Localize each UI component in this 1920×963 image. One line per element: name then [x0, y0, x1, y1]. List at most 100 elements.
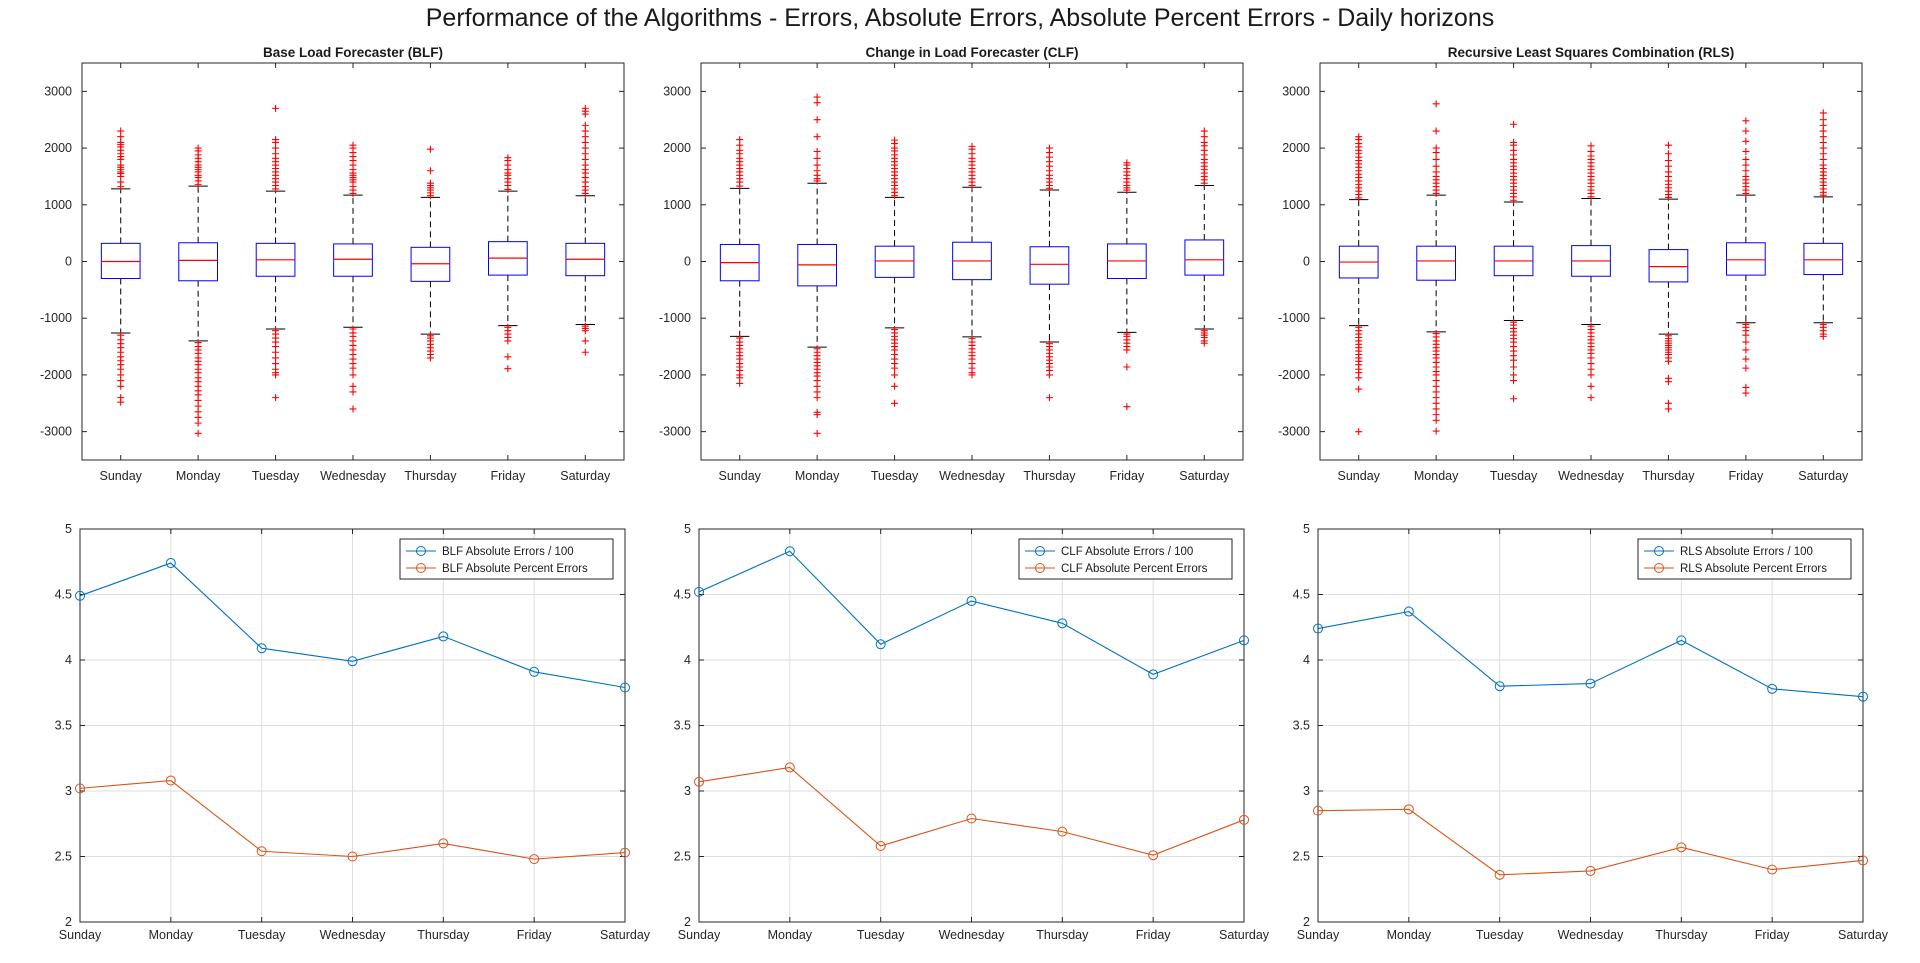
- data-point: [529, 666, 540, 677]
- x-tick-label: Monday: [1387, 928, 1432, 942]
- boxplot-0: Base Load Forecaster (BLF) -3000 -2000 -100…: [40, 45, 625, 483]
- plot-title: Recursive Least Squares Combination (RLS…: [1448, 45, 1735, 60]
- outlier-marker: [1742, 155, 1750, 163]
- outlier-marker: [1123, 159, 1131, 167]
- outlier-marker: [581, 348, 589, 356]
- y-tick-label: -3000: [40, 425, 72, 439]
- outlier-marker: [194, 144, 202, 152]
- outlier-marker: [272, 371, 280, 379]
- outlier-marker: [1432, 100, 1440, 108]
- series-line: [698, 550, 1245, 676]
- outlier-marker: [1587, 382, 1595, 390]
- x-tick-label: Sunday: [678, 928, 721, 942]
- box-monday: [178, 144, 219, 437]
- box-wednesday: [952, 142, 992, 379]
- outlier-marker: [1510, 377, 1518, 385]
- outlier-marker: [813, 161, 821, 169]
- data-point: [1767, 864, 1778, 875]
- y-tick-label: 4: [1303, 653, 1310, 667]
- outlier-marker: [813, 116, 821, 124]
- data-point: [1585, 678, 1596, 689]
- box-thursday: [1648, 141, 1689, 413]
- box-thursday: [1029, 144, 1070, 402]
- y-tick-label: 4.5: [674, 588, 691, 602]
- y-tick-label: 2: [65, 915, 72, 929]
- legend-swatch-marker: [1035, 563, 1045, 573]
- outlier-marker: [1664, 157, 1672, 165]
- outlier-marker: [426, 167, 434, 175]
- y-tick-label: 4.5: [1293, 588, 1310, 602]
- x-tick-label: Monday: [795, 469, 840, 483]
- plot-title: Base Load Forecaster (BLF): [263, 45, 443, 60]
- data-point: [75, 590, 85, 601]
- outlier-marker: [1432, 427, 1440, 435]
- data-point: [1676, 635, 1687, 646]
- iqr-box: [1726, 242, 1766, 276]
- outlier-marker: [736, 379, 744, 387]
- y-tick-label: 3000: [1282, 84, 1310, 98]
- outlier-marker: [1742, 355, 1750, 363]
- legend-label: BLF Absolute Errors / 100: [442, 546, 574, 558]
- y-tick-label: 5: [684, 522, 691, 536]
- y-tick-label: 0: [684, 255, 691, 269]
- outlier-marker: [736, 136, 744, 144]
- x-tick-label: Saturday: [1798, 469, 1849, 483]
- outlier-marker: [349, 405, 357, 413]
- x-tick-label: Saturday: [560, 469, 611, 483]
- x-tick-label: Tuesday: [252, 469, 300, 483]
- outlier-marker: [1742, 364, 1750, 372]
- data-point: [165, 775, 176, 786]
- outlier-marker: [1664, 141, 1672, 149]
- y-tick-label: 3.5: [1293, 719, 1310, 733]
- boxplot-1: Change in Load Forecaster (CLF) -3000 -200…: [659, 45, 1244, 483]
- outlier-marker: [813, 394, 821, 402]
- x-tick-label: Wednesday: [320, 469, 387, 483]
- box-saturday: [565, 104, 606, 356]
- x-tick-label: Friday: [1109, 469, 1144, 483]
- iqr-box: [178, 242, 219, 282]
- outlier-marker: [1742, 147, 1750, 155]
- y-tick-label: 2.5: [674, 850, 691, 864]
- data-point: [1148, 669, 1159, 680]
- outlier-marker: [504, 365, 512, 373]
- x-tick-label: Friday: [490, 469, 525, 483]
- x-tick-label: Thursday: [1023, 469, 1076, 483]
- legend-swatch-marker: [1035, 546, 1045, 556]
- data-point: [875, 639, 886, 650]
- x-tick-label: Sunday: [1297, 928, 1340, 942]
- plot-frame: [81, 62, 625, 461]
- y-tick-label: -1000: [1278, 311, 1310, 325]
- boxplot-2: Recursive Least Squares Combination (RLS…: [1278, 45, 1863, 483]
- outlier-marker: [1045, 371, 1053, 379]
- outlier-marker: [1510, 120, 1518, 128]
- outlier-marker: [1742, 346, 1750, 354]
- x-tick-label: Monday: [176, 469, 221, 483]
- outlier-marker: [426, 354, 434, 362]
- outlier-marker: [1510, 363, 1518, 371]
- data-point: [875, 841, 886, 852]
- outlier-marker: [1200, 127, 1208, 135]
- x-tick-label: Wednesday: [320, 928, 387, 942]
- y-tick-label: 2.5: [55, 850, 72, 864]
- outlier-marker: [426, 179, 434, 187]
- y-tick-label: 2000: [1282, 141, 1310, 155]
- y-tick-label: -1000: [659, 311, 691, 325]
- series-line: [79, 779, 626, 860]
- data-point: [256, 846, 267, 857]
- legend-swatch-marker: [416, 546, 426, 556]
- outlier-marker: [1664, 378, 1672, 386]
- x-tick-label: Tuesday: [857, 928, 905, 942]
- series-line: [1317, 610, 1864, 698]
- legend-box: [1018, 538, 1233, 580]
- x-tick-label: Tuesday: [871, 469, 919, 483]
- outlier-marker: [581, 104, 589, 112]
- outlier-marker: [426, 145, 434, 153]
- series-0: [75, 558, 630, 693]
- box-monday: [1416, 100, 1457, 435]
- outlier-marker: [1742, 338, 1750, 346]
- legend-swatch-marker: [1654, 563, 1664, 573]
- y-tick-label: 2.5: [1293, 850, 1310, 864]
- outlier-marker: [1510, 356, 1518, 364]
- data-point: [256, 643, 267, 654]
